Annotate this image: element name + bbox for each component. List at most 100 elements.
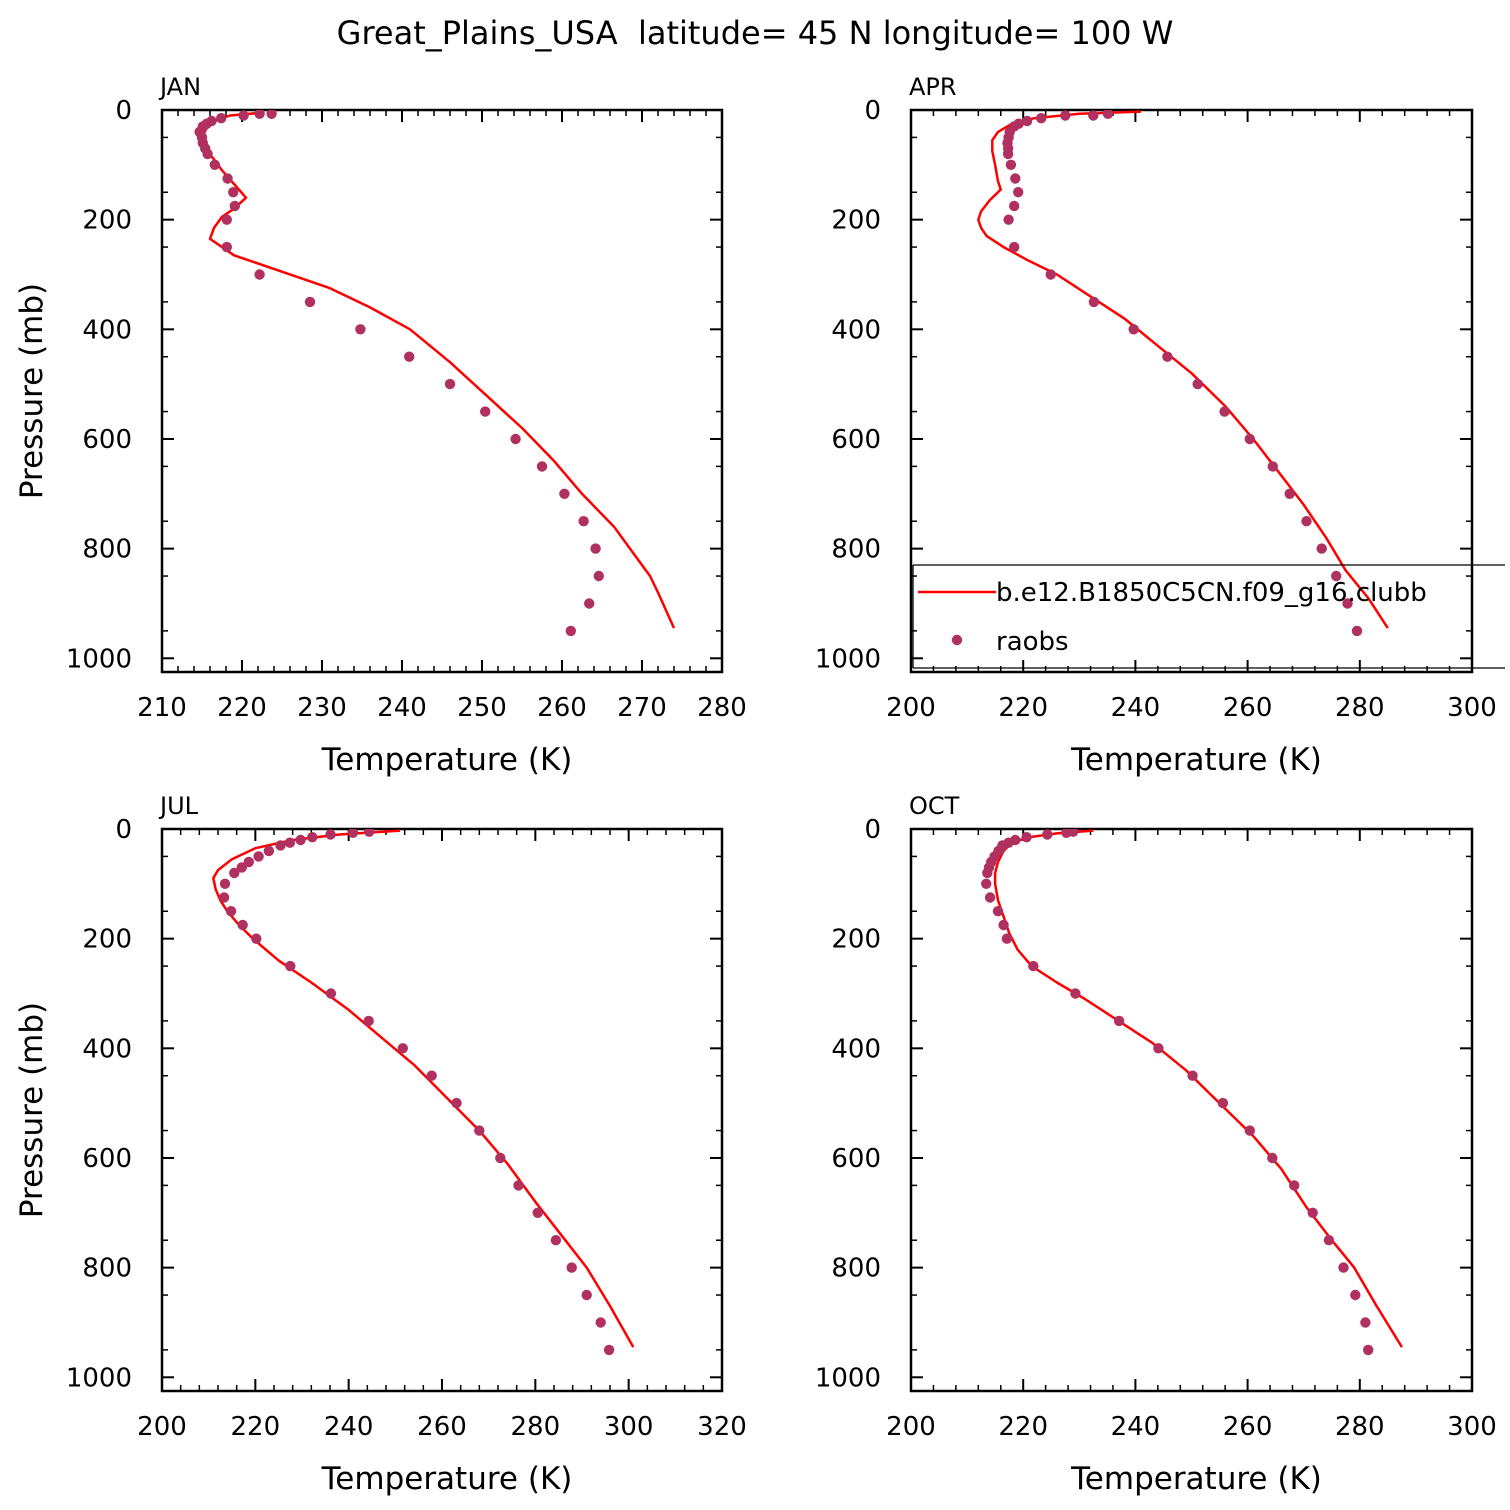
raobs-point — [1187, 1070, 1198, 1081]
x-tick-label: 300 — [604, 1412, 654, 1442]
y-tick-label: 400 — [831, 1034, 881, 1064]
y-tick-label: 0 — [864, 815, 881, 845]
panel-oct: OCT 200 220 240 260 280 300 0 200 400 600 800 1000 Te… — [815, 792, 1497, 1497]
figure-title: Great_Plains_USA latitude= 45 N longitud… — [337, 14, 1174, 52]
raobs-point — [984, 892, 996, 903]
x-tick-label: 220 — [217, 693, 267, 723]
y-tick-label: 200 — [82, 925, 132, 955]
y-tick-label: 0 — [864, 96, 881, 126]
model-line — [212, 829, 635, 1348]
raobs-point — [222, 173, 233, 184]
raobs-point — [1153, 1043, 1164, 1054]
y-tick-label: 600 — [82, 425, 132, 455]
x-tick-label: 280 — [1335, 693, 1385, 723]
raobs-point — [1192, 378, 1203, 390]
raobs-point — [513, 1180, 524, 1191]
legend-obs-label: raobs — [996, 627, 1069, 657]
x-tick-label: 260 — [1223, 1412, 1273, 1442]
panel-label: JAN — [158, 73, 201, 101]
raobs-point — [1219, 406, 1230, 417]
y-tick-label: 200 — [82, 206, 132, 236]
y-tick-label: 200 — [831, 925, 881, 955]
panel-label: APR — [909, 73, 957, 101]
raobs-point — [603, 1344, 615, 1356]
raobs-point — [225, 906, 237, 917]
raobs-point — [590, 543, 601, 554]
raobs-point — [347, 829, 359, 838]
plot-frame — [160, 827, 724, 1393]
plot-area — [194, 110, 676, 637]
raobs-point — [981, 878, 992, 889]
y-tick-label: 400 — [831, 315, 881, 345]
raobs-point — [218, 892, 230, 903]
x-tick-label: 260 — [417, 1412, 467, 1442]
raobs-point — [451, 1097, 462, 1109]
raobs-point — [982, 867, 993, 879]
raobs-point — [1002, 148, 1014, 160]
y-tick-label: 1000 — [815, 1363, 881, 1393]
x-tick-label: 320 — [697, 1412, 747, 1442]
plot-frame — [909, 108, 1474, 674]
raobs-point — [1001, 933, 1013, 944]
raobs-point — [1042, 829, 1053, 840]
raobs-point — [1113, 1015, 1125, 1027]
raobs-point — [275, 840, 286, 851]
raobs-point — [1331, 570, 1342, 582]
plot-area — [981, 829, 1403, 1356]
model-line — [977, 110, 1389, 629]
x-tick-label: 270 — [617, 693, 667, 723]
raobs-point — [593, 570, 604, 582]
raobs-point — [1323, 1235, 1335, 1246]
raobs-point — [595, 1317, 606, 1328]
raobs-point — [532, 1207, 543, 1219]
raobs-point — [228, 187, 239, 198]
raobs-point — [581, 1289, 592, 1301]
raobs-point — [238, 110, 249, 121]
y-tick-label: 800 — [82, 1254, 132, 1284]
x-tick-label: 220 — [998, 1412, 1048, 1442]
raobs-point — [426, 1070, 437, 1081]
raobs-point — [578, 516, 589, 527]
raobs-point — [251, 933, 262, 944]
y-tick-label: 600 — [82, 1144, 132, 1174]
y-tick-label: 0 — [115, 96, 132, 126]
raobs-point — [510, 433, 521, 445]
raobs-point — [444, 378, 456, 390]
raobs-point — [480, 406, 491, 417]
y-axis-label: Pressure (mb) — [14, 1002, 50, 1218]
raobs-point — [566, 1262, 577, 1273]
x-tick-label: 250 — [457, 693, 507, 723]
x-tick-label: 200 — [886, 1412, 936, 1442]
raobs-point — [1244, 1125, 1256, 1136]
x-tick-label: 240 — [324, 1412, 374, 1442]
raobs-point — [1128, 324, 1139, 335]
raobs-point — [1316, 543, 1327, 554]
raobs-point — [243, 856, 254, 868]
raobs-point — [307, 832, 318, 843]
raobs-point — [1284, 488, 1295, 499]
x-tick-label: 210 — [137, 693, 187, 723]
raobs-point — [1009, 200, 1020, 212]
raobs-point — [1102, 110, 1114, 119]
raobs-point — [1021, 832, 1032, 843]
raobs-point — [1350, 1289, 1361, 1301]
raobs-point — [1021, 115, 1033, 127]
raobs-point — [266, 110, 277, 119]
x-tick-label: 280 — [697, 693, 747, 723]
raobs-point — [1217, 1097, 1229, 1109]
raobs-point — [1338, 1262, 1349, 1273]
raobs-point — [1028, 960, 1039, 972]
x-tick-label: 300 — [1447, 1412, 1497, 1442]
raobs-point — [495, 1152, 506, 1164]
panel-jan: JAN 210 220 230 240 250 260 270 280 0 200 400 600 800… — [14, 73, 747, 778]
x-tick-label: 230 — [297, 693, 347, 723]
legend-model-label: b.e12.B1850C5CN.f09_g16.clubb — [996, 578, 1427, 608]
raobs-point — [1363, 1344, 1374, 1356]
y-tick-label: 800 — [831, 535, 881, 565]
panels-group: JAN 210 220 230 240 250 260 270 280 0 200 400 600 800… — [14, 73, 1505, 1497]
legend-obs-marker — [951, 634, 963, 646]
raobs-point — [325, 988, 337, 999]
